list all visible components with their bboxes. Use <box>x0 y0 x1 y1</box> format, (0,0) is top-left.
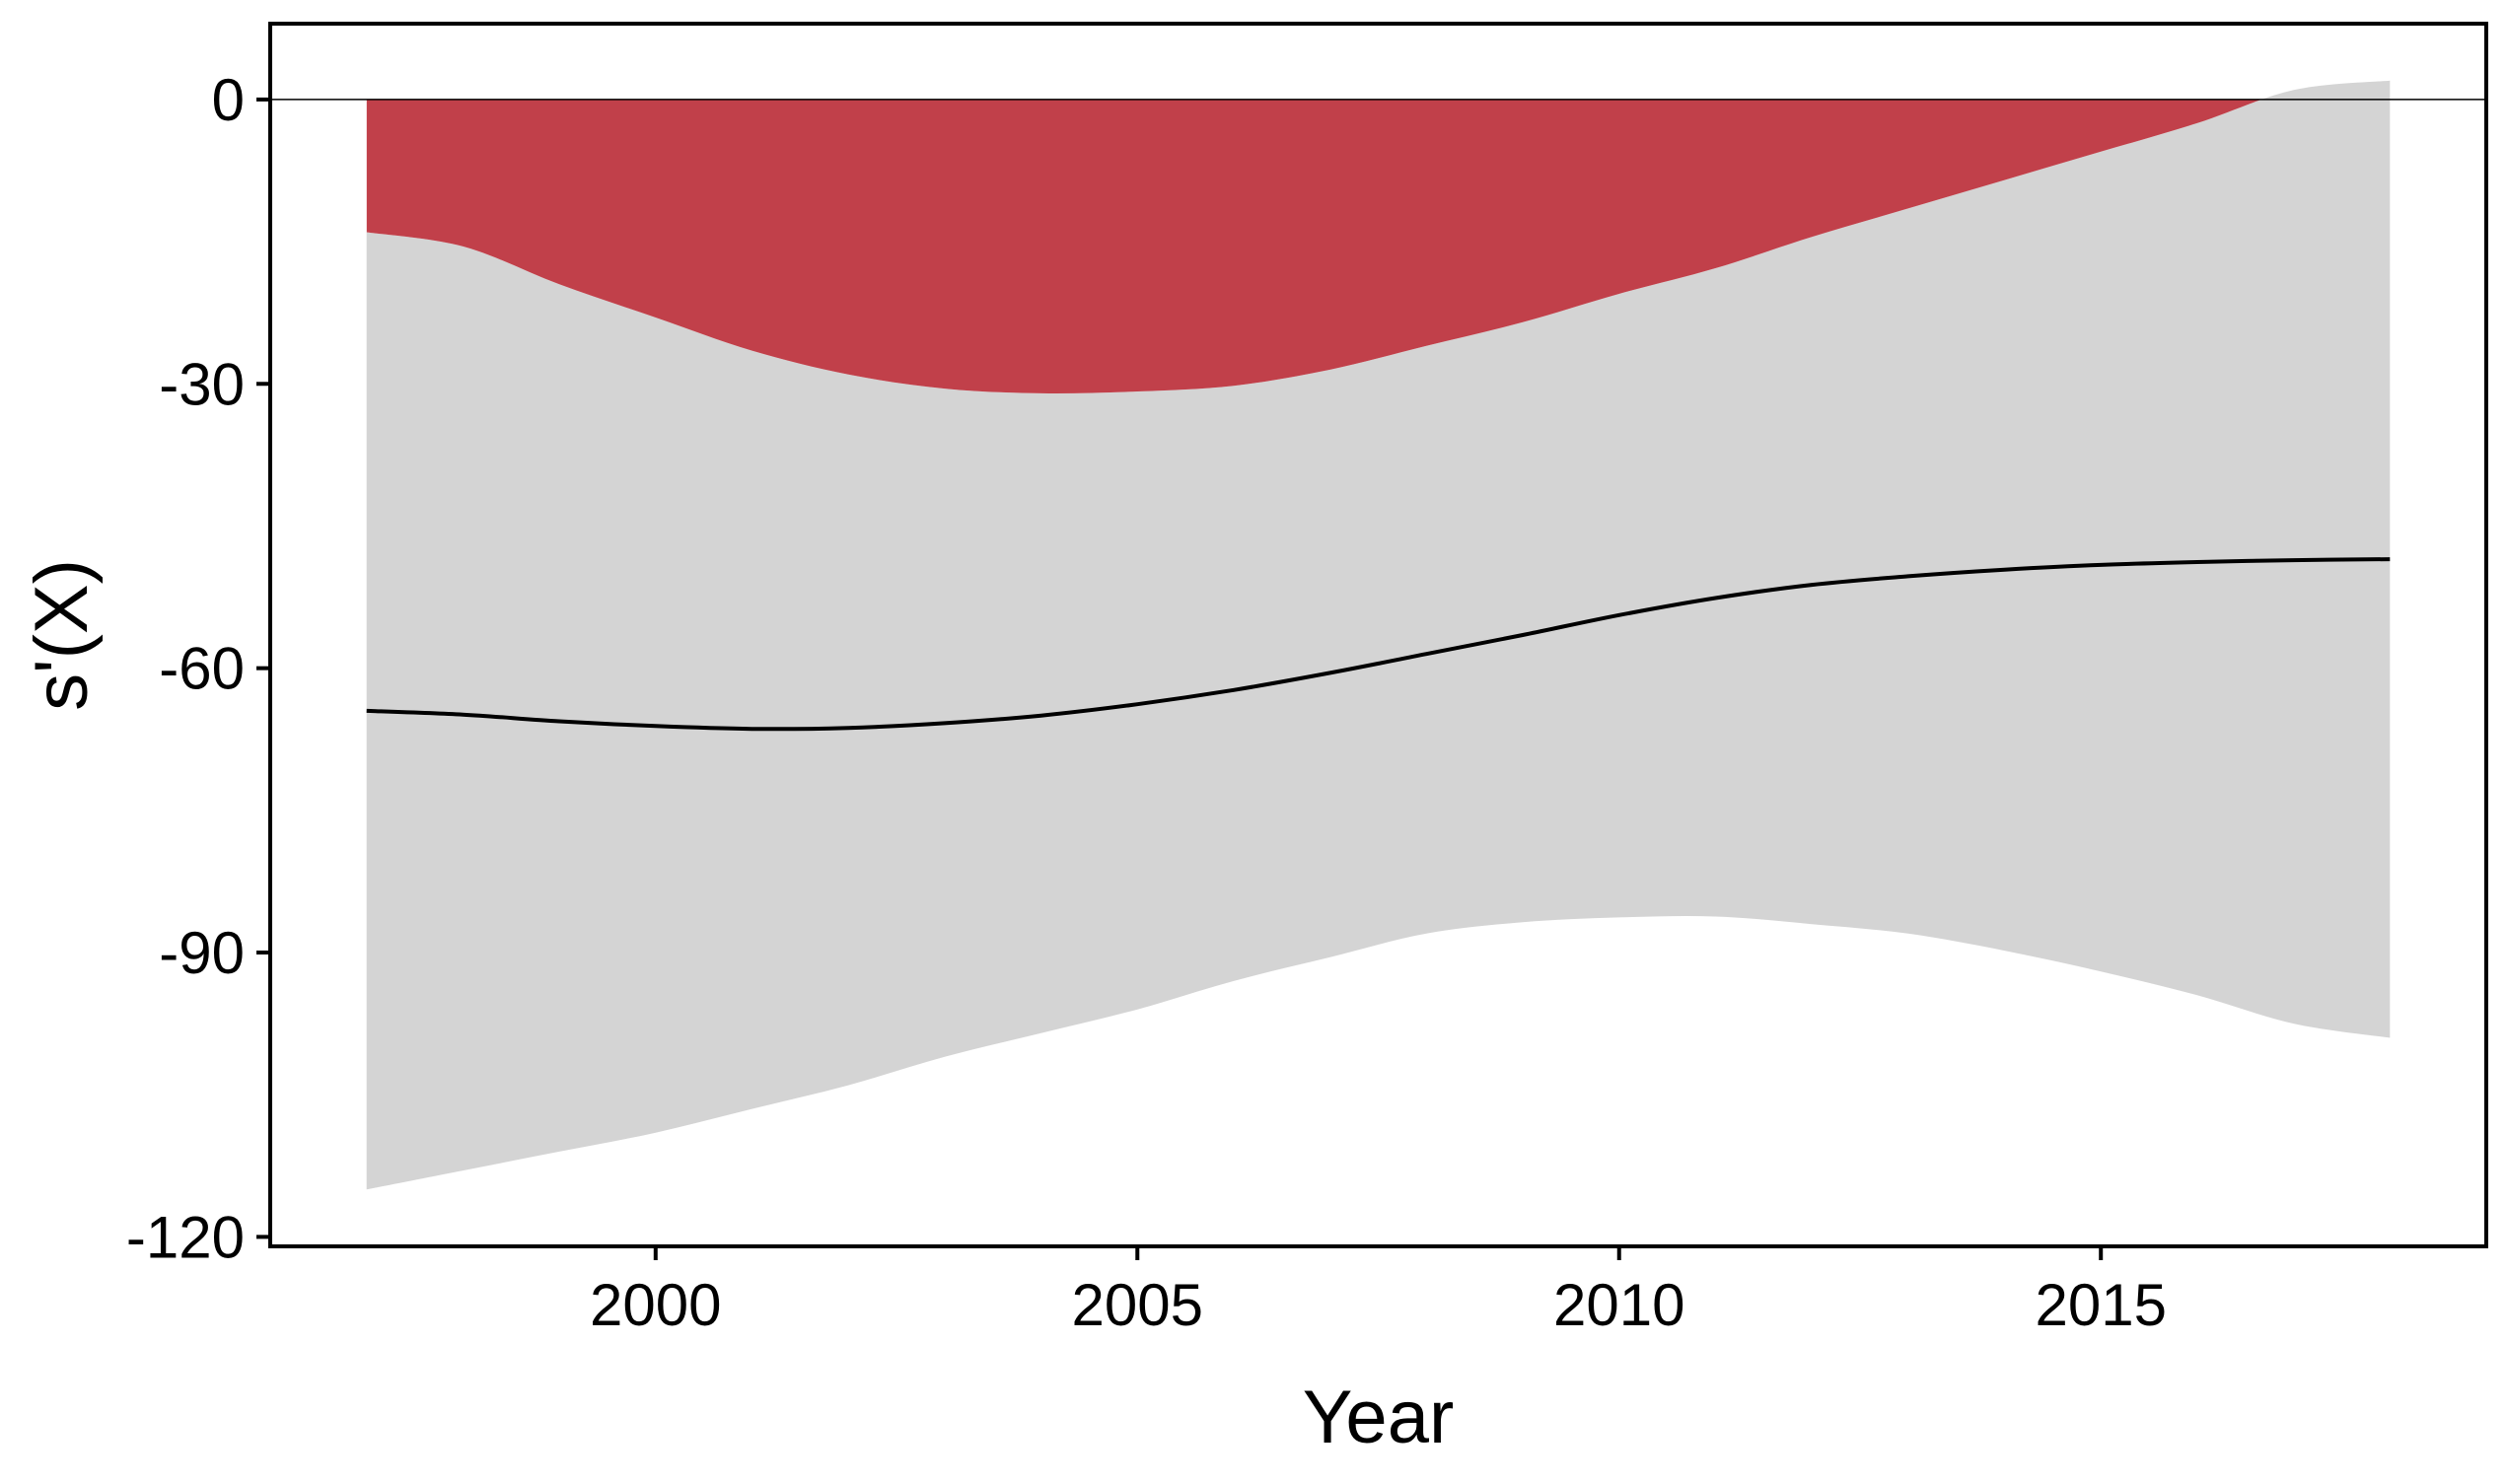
x-axis-ticks: 2000 2005 2010 2015 <box>590 1246 2167 1338</box>
significant-region-layer <box>366 99 2391 394</box>
plot-frame <box>268 22 2488 1248</box>
x-tick-label: 2015 <box>2035 1272 2166 1338</box>
x-axis-title: Year <box>1303 1376 1455 1459</box>
plot-frame-layer <box>268 22 2488 1248</box>
y-tick-label: 0 <box>212 67 245 133</box>
y-axis-ticks: 0 -30 -60 -90 -120 <box>126 67 270 1270</box>
x-tick-label: 2005 <box>1072 1272 1203 1338</box>
x-tick-label: 2000 <box>590 1272 721 1338</box>
y-tick-label: -90 <box>159 920 245 986</box>
significant-decline-region <box>366 99 2391 394</box>
confidence-ribbon <box>366 80 2391 1190</box>
y-tick-label: -30 <box>159 351 245 417</box>
y-tick-label: -120 <box>126 1204 245 1270</box>
y-tick-label: -60 <box>159 636 245 702</box>
x-tick-label: 2010 <box>1553 1272 1684 1338</box>
confidence-ribbon-layer <box>366 80 2391 1190</box>
derivative-line <box>366 557 2391 732</box>
derivative-line-layer <box>366 557 2391 732</box>
y-axis-title: s'(X) <box>20 559 104 711</box>
